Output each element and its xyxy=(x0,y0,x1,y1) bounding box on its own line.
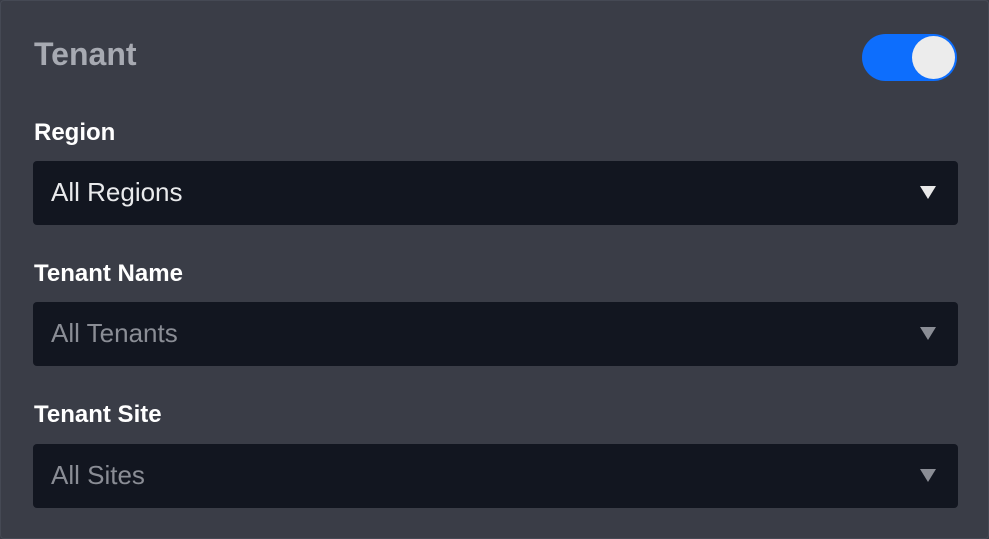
tenant-name-select-value: All Tenants xyxy=(51,318,178,348)
tenant-site-select-value: All Sites xyxy=(51,460,145,490)
tenant-site-select[interactable]: All Sites xyxy=(33,444,958,508)
tenant-name-select[interactable]: All Tenants xyxy=(33,302,958,366)
region-label: Region xyxy=(34,119,116,146)
panel-title: Tenant xyxy=(34,36,137,72)
tenant-toggle[interactable] xyxy=(862,34,957,81)
chevron-down-icon xyxy=(920,186,936,199)
tenant-name-label: Tenant Name xyxy=(34,260,183,287)
region-select-value: All Regions xyxy=(51,177,183,207)
toggle-knob xyxy=(912,36,955,79)
region-select[interactable]: All Regions xyxy=(33,161,958,225)
chevron-down-icon xyxy=(920,327,936,340)
chevron-down-icon xyxy=(920,469,936,482)
tenant-site-label: Tenant Site xyxy=(34,401,162,428)
